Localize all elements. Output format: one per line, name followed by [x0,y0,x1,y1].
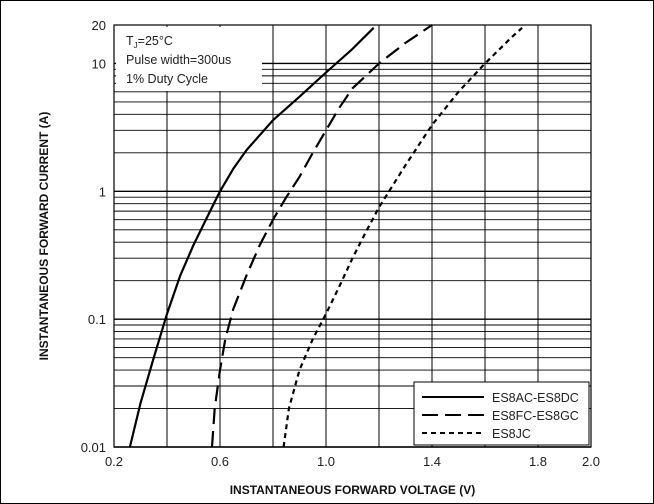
y-tick-labels: 0.01 0.1 1 10 20 [81,18,106,455]
x-tick-label: 0.2 [105,454,123,469]
legend-label-2: ES8FC-ES8GC [492,409,579,423]
x-tick-labels: 0.2 0.6 1.0 1.4 1.8 2.0 [105,454,600,469]
x-tick-label: 2.0 [582,454,600,469]
legend-items: ES8AC-ES8DC ES8FC-ES8GC ES8JC [422,391,579,441]
series-line-2 [210,24,433,448]
y-tick-label: 1 [99,184,106,199]
pulse-width-label: Pulse width=300us [126,53,231,67]
series-line-3 [282,26,523,448]
x-axis-title: INSTANTANEOUS FORWARD VOLTAGE (V) [230,483,476,497]
legend [413,381,590,446]
y-tick-label: 0.1 [88,312,106,327]
y-tick-label: 0.01 [81,440,106,455]
condition-box [116,27,262,91]
legend-label-3: ES8JC [492,427,531,441]
x-tick-label: 1.0 [317,454,335,469]
y-tick-label: 10 [92,56,106,71]
series-layer [128,24,523,448]
plot-area [113,24,592,448]
tj-subscript: J [134,41,138,50]
x-tick-label: 0.6 [211,454,229,469]
tj-value: =25°C [138,34,173,48]
legend-label-1: ES8AC-ES8DC [492,391,579,405]
y-tick-label: 20 [92,18,106,33]
duty-cycle-label: 1% Duty Cycle [126,72,208,86]
junction-temp-label: TJ=25°C [126,34,173,50]
x-tick-label: 1.8 [529,454,547,469]
y-axis-title: INSTANTANEOUS FORWARD CURRENT (A) [37,112,51,361]
x-tick-label: 1.4 [423,454,441,469]
tj-symbol: T [126,34,134,48]
series-line-1 [128,27,375,448]
